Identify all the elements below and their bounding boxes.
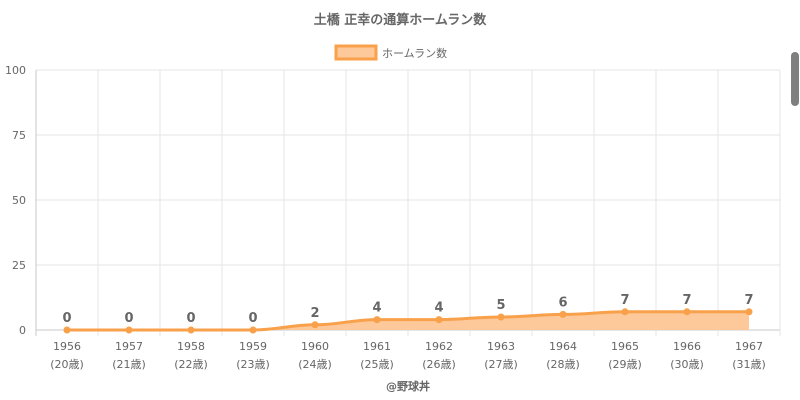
- data-point: [311, 321, 319, 329]
- x-tick-sublabel: (21歳): [112, 358, 146, 371]
- data-label: 5: [496, 298, 505, 313]
- x-tick-label: 1967: [735, 340, 763, 353]
- x-tick-label: 1960: [301, 340, 329, 353]
- gridlines: [35, 69, 781, 336]
- data-point: [559, 310, 567, 318]
- scrollbar-thumb[interactable]: [791, 52, 799, 106]
- data-labels: 0 0 0 0 2 4 4 5 6 7 7 7: [62, 293, 753, 326]
- x-tick-sublabel: (25歳): [360, 358, 394, 371]
- data-label: 7: [744, 293, 753, 308]
- y-tick-label: 100: [5, 64, 26, 77]
- x-tick-label: 1959: [239, 340, 267, 353]
- legend-swatch: [334, 44, 378, 61]
- x-tick-label: 1963: [487, 340, 515, 353]
- data-label: 4: [372, 301, 381, 316]
- data-label: 6: [558, 295, 567, 310]
- data-label: 0: [62, 311, 71, 326]
- x-tick-label: 1965: [611, 340, 639, 353]
- x-tick-sublabel: (27歳): [484, 358, 518, 371]
- series-area: [67, 310, 749, 332]
- x-tick-label: 1957: [115, 340, 143, 353]
- x-tick-sublabel: (20歳): [50, 358, 84, 371]
- x-tick-label: 1964: [549, 340, 577, 353]
- x-tick-sublabel: (22歳): [174, 358, 208, 371]
- x-tick-sublabel: (30歳): [670, 358, 704, 371]
- data-point: [683, 308, 691, 316]
- data-label: 0: [124, 311, 133, 326]
- data-point: [63, 326, 71, 334]
- x-tick-sublabel: (23歳): [236, 358, 270, 371]
- legend[interactable]: ホームラン数: [334, 44, 447, 61]
- y-tick-label: 50: [12, 194, 26, 207]
- x-tick-sublabel: (31歳): [732, 358, 766, 371]
- data-point: [435, 316, 443, 324]
- x-tick-label: 1962: [425, 340, 453, 353]
- x-tick-sublabel: (26歳): [422, 358, 456, 371]
- data-label: 0: [248, 311, 257, 326]
- chart-title: 土橋 正幸の通算ホームラン数: [314, 12, 487, 28]
- data-label: 0: [186, 311, 195, 326]
- x-tick-label: 1966: [673, 340, 701, 353]
- data-label: 7: [620, 293, 629, 308]
- legend-label: ホームラン数: [382, 47, 447, 60]
- x-tick-sublabel: (29歳): [608, 358, 642, 371]
- x-tick-label: 1956: [53, 340, 81, 353]
- credit: @野球丼: [386, 379, 430, 393]
- x-tick-sublabel: (28歳): [546, 358, 580, 371]
- data-point: [621, 308, 629, 316]
- data-point: [187, 326, 195, 334]
- y-tick-label: 25: [12, 259, 26, 272]
- data-point: [125, 326, 133, 334]
- series-points: [63, 308, 753, 334]
- y-tick-label: 0: [19, 324, 26, 337]
- y-tick-label: 75: [12, 129, 26, 142]
- data-label: 2: [310, 306, 319, 321]
- x-tick-label: 1961: [363, 340, 391, 353]
- data-point: [249, 326, 257, 334]
- data-label: 4: [434, 301, 443, 316]
- y-axis-ticks: 0 25 50 75 100: [5, 64, 26, 337]
- x-axis-ticks: 1956 (20歳) 1957 (21歳) 1958 (22歳) 1959 (23歳) 1960…: [50, 340, 766, 371]
- x-tick-sublabel: (24歳): [298, 358, 332, 371]
- data-point: [745, 308, 753, 316]
- data-point: [497, 313, 505, 321]
- series-line: [67, 310, 749, 332]
- data-label: 7: [682, 293, 691, 308]
- x-tick-label: 1958: [177, 340, 205, 353]
- data-point: [373, 316, 381, 324]
